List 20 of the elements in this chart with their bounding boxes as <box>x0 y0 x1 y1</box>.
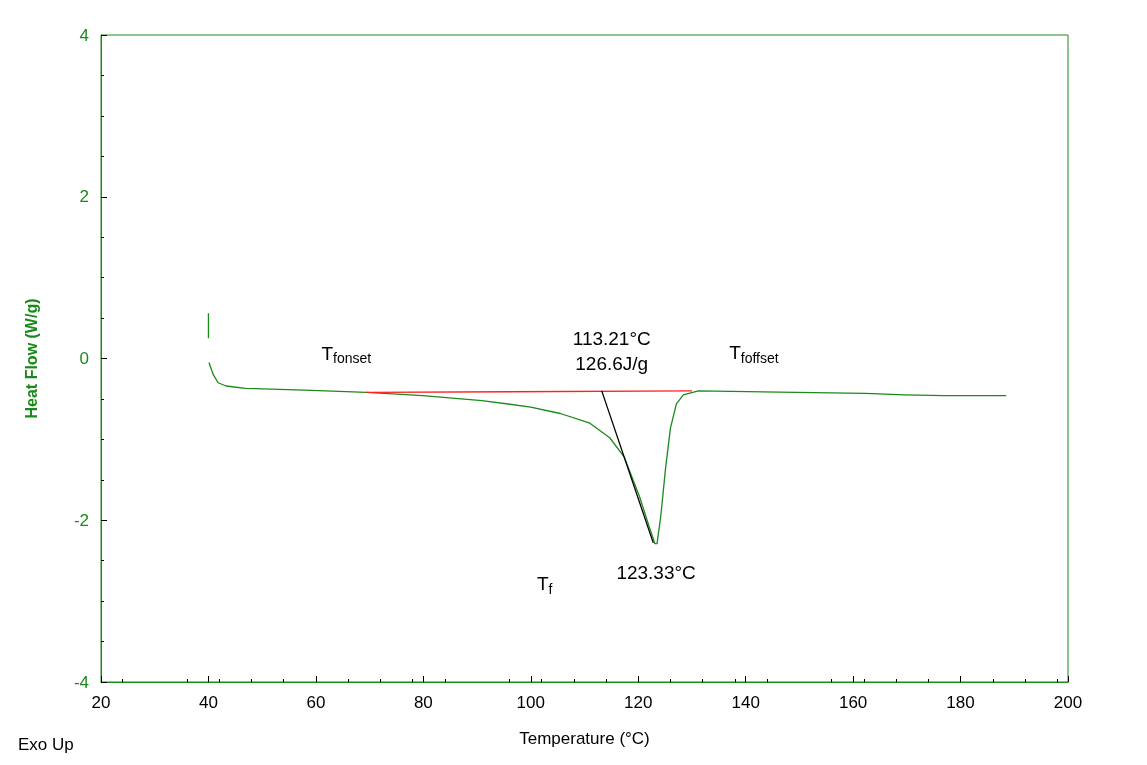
annotation: 123.33°C <box>616 562 696 584</box>
x-tick-label: 140 <box>731 693 760 712</box>
x-tick-label: 60 <box>306 693 326 712</box>
x-tick-label: 40 <box>198 693 218 712</box>
x-axis-title: Temperature (°C) <box>519 729 650 748</box>
x-tick-label: 20 <box>91 693 111 712</box>
y-tick-label: -2 <box>73 510 89 530</box>
annotation: 113.21°C 126.6J/g <box>572 327 651 374</box>
x-tick-label: 160 <box>838 693 868 712</box>
x-tick-label: 100 <box>516 693 545 712</box>
x-tick-label: 120 <box>624 693 653 712</box>
x-tick-label: 200 <box>1053 693 1083 712</box>
x-tick-label: 180 <box>946 693 975 712</box>
y-tick-label: 0 <box>79 349 89 368</box>
y-tick-label: -4 <box>73 672 89 692</box>
x-tick-label: 80 <box>413 693 433 712</box>
y-tick-label: 4 <box>79 25 89 45</box>
text: Exo Up <box>18 735 74 754</box>
y-axis-title: Heat Flow (W/g) <box>22 298 40 419</box>
y-tick-label: 2 <box>79 187 89 207</box>
